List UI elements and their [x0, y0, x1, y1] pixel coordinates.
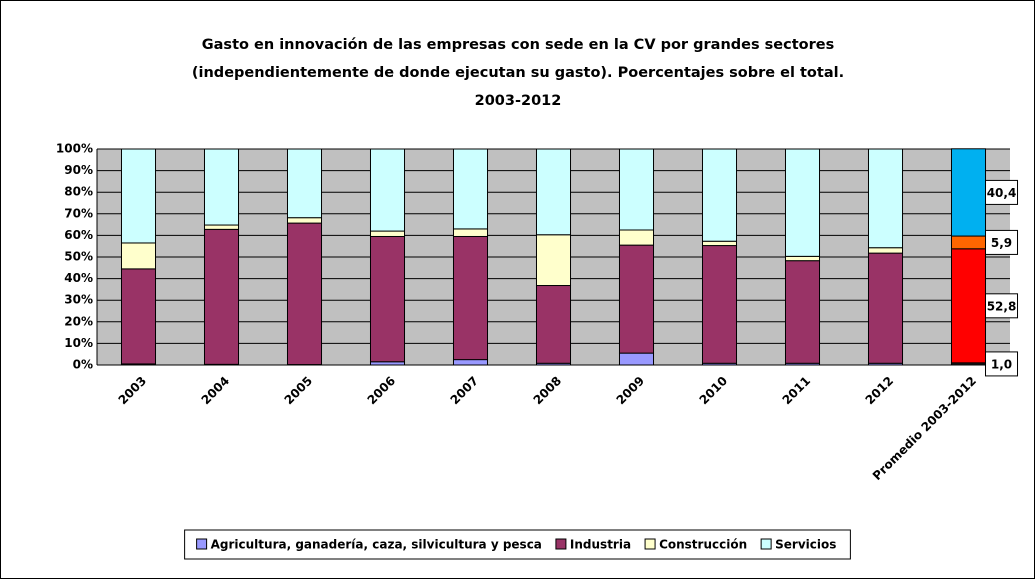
bar-segment	[369, 230, 406, 237]
chart-title: (independientemente de donde ejecutan su…	[192, 65, 844, 81]
bar-segment	[120, 268, 157, 365]
legend-swatch	[644, 538, 656, 550]
bar-segment	[950, 248, 987, 364]
legend-label: Agricultura, ganadería, caza, silvicultu…	[211, 538, 542, 552]
bar-segment	[535, 285, 572, 364]
bar-segment	[120, 242, 157, 270]
bar-segment	[452, 228, 489, 237]
y-tick-label: 40%	[64, 271, 93, 285]
data-label-box	[985, 229, 1019, 255]
bar-segment	[618, 244, 655, 354]
bar-segment	[867, 252, 904, 364]
legend: Agricultura, ganadería, caza, silvicultu…	[184, 529, 851, 560]
data-label: 5,9	[991, 236, 1012, 250]
chart-title: 2003-2012	[475, 93, 562, 109]
y-tick-label: 50%	[64, 250, 93, 264]
bar-segment	[203, 148, 240, 226]
bar-segment	[286, 222, 323, 366]
bar-segment	[784, 255, 821, 262]
chart-title: Gasto en innovación de las empresas con …	[202, 37, 835, 53]
data-label: 40,4	[987, 186, 1017, 200]
y-tick-label: 60%	[64, 228, 93, 242]
legend-swatch	[760, 538, 772, 550]
bar-segment	[618, 352, 655, 366]
legend-swatch	[196, 538, 208, 550]
bar-segment	[286, 217, 323, 224]
bar-segment	[784, 148, 821, 257]
y-tick-label: 80%	[64, 185, 93, 199]
y-tick-label: 20%	[64, 314, 93, 328]
bar-segment	[452, 235, 489, 361]
bar-segment	[452, 359, 489, 366]
bar-segment	[203, 228, 240, 365]
bar-segment	[784, 260, 821, 364]
bar-segment	[120, 148, 157, 244]
data-label: 1,0	[991, 357, 1012, 371]
bar-segment	[452, 148, 489, 230]
legend-label: Industria	[570, 538, 631, 552]
y-tick-label: 100%	[56, 142, 93, 156]
bar-segment	[867, 148, 904, 249]
y-tick-label: 70%	[64, 206, 93, 220]
y-tick-label: 30%	[64, 293, 93, 307]
legend-box	[184, 529, 851, 560]
bar-segment	[867, 247, 904, 254]
data-label-box	[985, 179, 1019, 205]
data-label: 52,8	[987, 299, 1017, 313]
bar-segment	[369, 235, 406, 363]
bar-segment	[286, 148, 323, 219]
y-tick-label: 10%	[64, 336, 93, 350]
legend-swatch	[555, 538, 567, 550]
bar-segment	[535, 234, 572, 287]
bar-segment	[618, 229, 655, 246]
legend-label: Servicios	[775, 538, 836, 552]
bar-segment	[203, 224, 240, 230]
bar-segment	[701, 148, 738, 242]
bar-segment	[369, 148, 406, 232]
bar-segment	[535, 148, 572, 236]
bar-segment	[618, 148, 655, 231]
y-tick-label: 0%	[73, 358, 93, 372]
y-tick-label: 90%	[64, 163, 93, 177]
legend-label: Construcción	[659, 538, 747, 552]
bar-segment	[701, 245, 738, 364]
bar-segment	[701, 240, 738, 247]
data-label-box	[985, 351, 1019, 377]
bar-segment	[950, 235, 987, 250]
data-label-box	[985, 293, 1019, 319]
bar-segment	[950, 148, 987, 237]
